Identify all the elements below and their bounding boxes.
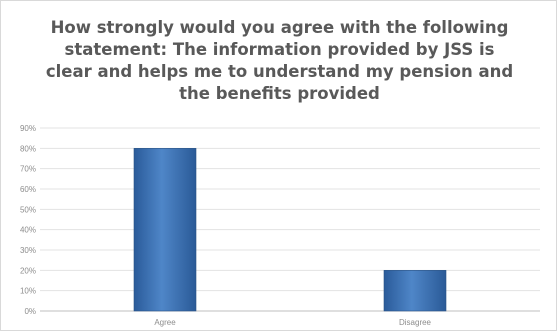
y-tick-label: 50% bbox=[20, 205, 36, 214]
y-tick-label: 70% bbox=[20, 165, 36, 174]
y-tick-label: 0% bbox=[24, 307, 36, 316]
chart-title: How strongly would you agree with the fo… bbox=[45, 18, 514, 103]
x-category-label: Disagree bbox=[399, 318, 432, 327]
y-tick-label: 20% bbox=[20, 266, 36, 275]
y-tick-label: 80% bbox=[20, 144, 36, 153]
bars bbox=[133, 148, 447, 312]
bar-disagree bbox=[383, 270, 447, 312]
y-tick-label: 90% bbox=[20, 124, 36, 133]
y-tick-label: 30% bbox=[20, 246, 36, 255]
bar-agree bbox=[133, 148, 197, 312]
y-tick-label: 10% bbox=[20, 287, 36, 296]
y-tick-label: 60% bbox=[20, 185, 36, 194]
y-axis-ticks: 0% 10% 20% 30% 40% 50% 60% 70% 80% 90% bbox=[20, 124, 36, 316]
x-category-label: Agree bbox=[154, 318, 176, 327]
x-axis-labels: Agree Disagree bbox=[154, 318, 431, 327]
y-tick-label: 40% bbox=[20, 226, 36, 235]
gridlines bbox=[40, 127, 540, 312]
